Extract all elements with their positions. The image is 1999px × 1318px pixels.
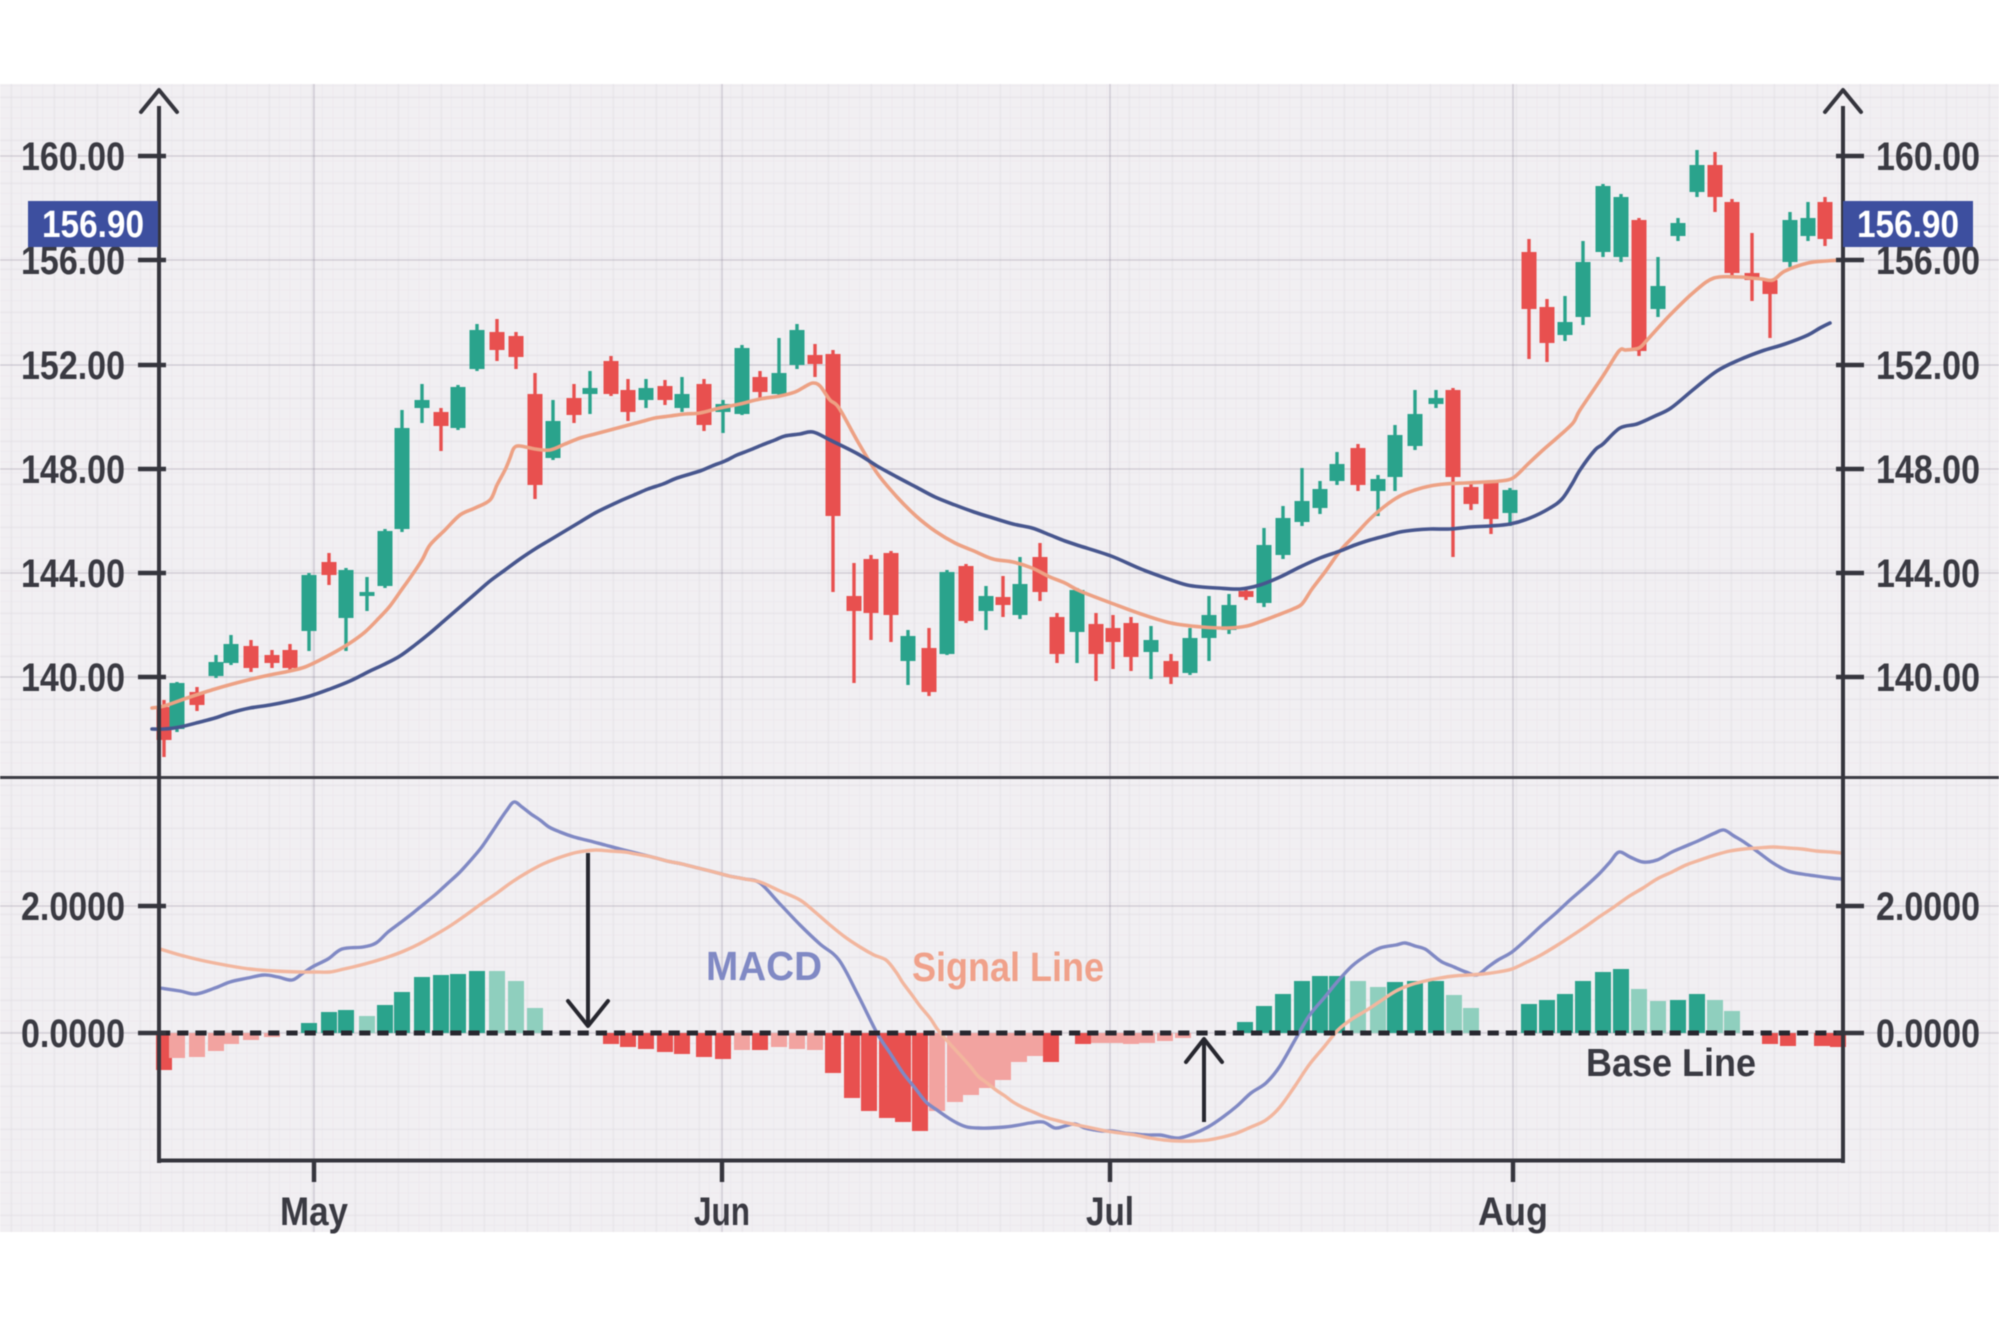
svg-text:160.00: 160.00: [1876, 135, 1980, 179]
svg-text:140.00: 140.00: [21, 656, 125, 700]
svg-text:Jun: Jun: [694, 1190, 750, 1234]
svg-text:152.00: 152.00: [21, 344, 125, 388]
svg-text:0.0000: 0.0000: [21, 1012, 125, 1056]
svg-text:160.00: 160.00: [21, 135, 125, 179]
svg-text:Aug: Aug: [1478, 1190, 1548, 1234]
svg-text:May: May: [280, 1190, 349, 1234]
svg-text:Jul: Jul: [1086, 1190, 1134, 1234]
svg-text:0.0000: 0.0000: [1876, 1012, 1980, 1056]
svg-text:152.00: 152.00: [1876, 344, 1980, 388]
svg-text:Signal Line: Signal Line: [912, 944, 1104, 990]
svg-text:148.00: 148.00: [21, 448, 125, 492]
svg-text:2.0000: 2.0000: [1876, 885, 1980, 929]
svg-text:MACD: MACD: [706, 943, 822, 989]
svg-text:2.0000: 2.0000: [21, 885, 125, 929]
svg-text:156.90: 156.90: [42, 204, 144, 246]
svg-text:140.00: 140.00: [1876, 656, 1980, 700]
svg-text:144.00: 144.00: [1876, 552, 1980, 596]
svg-text:156.90: 156.90: [1857, 204, 1959, 246]
svg-text:Base Line: Base Line: [1586, 1042, 1756, 1085]
svg-text:148.00: 148.00: [1876, 448, 1980, 492]
svg-text:144.00: 144.00: [21, 552, 125, 596]
